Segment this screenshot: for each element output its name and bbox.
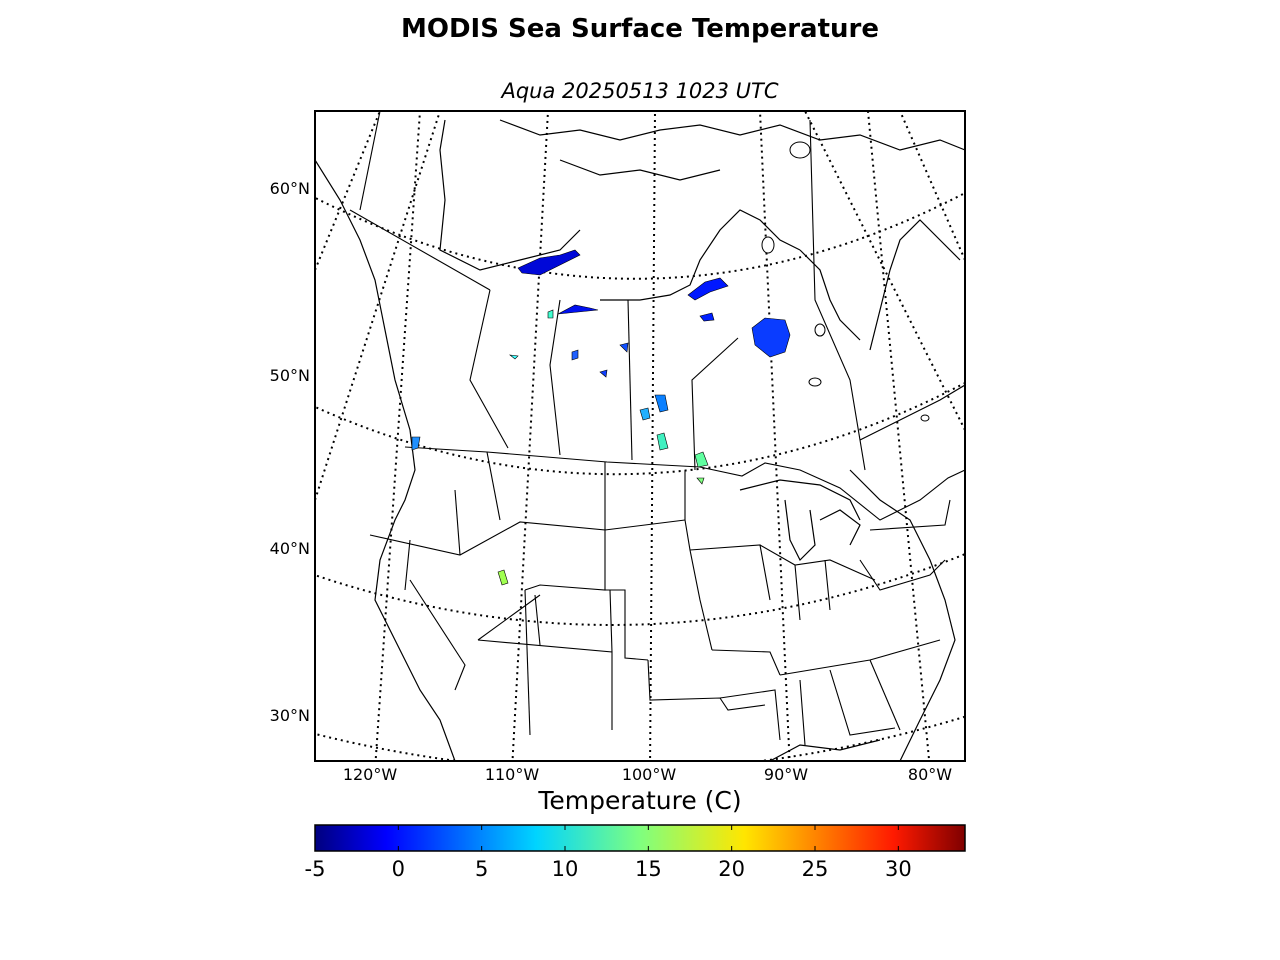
sst-reindeer-lake xyxy=(699,312,715,322)
sst-small-lake-e xyxy=(619,342,629,353)
colorbar-tick-label: 30 xyxy=(884,857,912,881)
graticule-longitude xyxy=(315,111,965,761)
colorbar-tick-label: 25 xyxy=(801,857,829,881)
sst-great-slave-lake xyxy=(517,249,581,276)
lon-label-110: 110°W xyxy=(484,765,540,784)
colorbar-tick-label: 20 xyxy=(718,857,746,881)
lon-label-100: 100°W xyxy=(621,765,677,784)
colorbar-tick-label: 10 xyxy=(551,857,579,881)
lat-label-50: 50°N xyxy=(269,366,310,385)
colorbar-label: Temperature (C) xyxy=(538,786,742,815)
boundaries xyxy=(349,111,965,746)
sst-lake-winnipeg-north xyxy=(654,394,669,413)
sst-patches xyxy=(411,249,791,586)
sst-hudson-inlet xyxy=(751,317,791,358)
sst-small-lake-c xyxy=(547,309,554,319)
lat-label-30: 30°N xyxy=(269,706,310,725)
sst-lake-of-the-woods xyxy=(694,451,709,468)
map-subtitle: Aqua 20250513 1023 UTC xyxy=(501,79,779,103)
sst-lake-winnipeg xyxy=(656,432,669,451)
graticule-latitude xyxy=(315,191,965,761)
colorbar-tick-label: 15 xyxy=(634,857,662,881)
lon-label-80: 80°W xyxy=(907,765,953,784)
sst-lake-manitoba xyxy=(639,407,651,421)
lon-label-120: 120°W xyxy=(342,765,398,784)
sst-superior-edge xyxy=(696,477,705,485)
colorbar-tick-label: 0 xyxy=(391,857,406,881)
sst-hudson-inlet-north xyxy=(687,277,729,301)
map-title: MODIS Sea Surface Temperature xyxy=(401,14,879,44)
lat-label-40: 40°N xyxy=(269,539,310,558)
sst-lake-athabasca xyxy=(557,304,599,315)
lat-label-60: 60°N xyxy=(269,179,310,198)
map-content xyxy=(315,111,965,761)
sst-small-lake-b xyxy=(599,369,608,378)
lon-label-90: 90°W xyxy=(763,765,809,784)
lakes xyxy=(761,141,930,422)
colorbar-tick-label: 5 xyxy=(474,857,489,881)
sst-puget-sound xyxy=(411,436,421,451)
colorbar xyxy=(314,824,966,852)
sst-small-lake-a xyxy=(571,349,579,361)
sst-great-salt-lake xyxy=(497,569,509,586)
map-border xyxy=(314,110,966,762)
sst-small-lake-d xyxy=(508,354,519,360)
colorbar-tick-label: -5 xyxy=(304,857,326,881)
coastlines xyxy=(315,119,965,761)
